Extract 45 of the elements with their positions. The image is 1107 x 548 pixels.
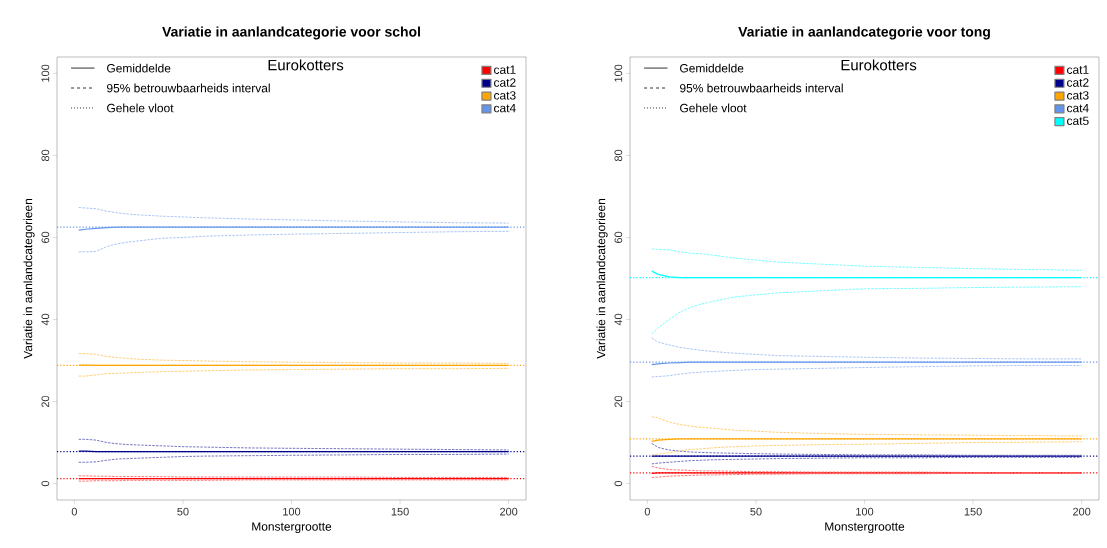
legend-label: cat2 (494, 78, 516, 87)
y-tick-label: 100 (614, 64, 623, 82)
legend-label: cat3 (1067, 91, 1089, 100)
y-tick-label: 60 (41, 231, 50, 244)
annotation: Gehele vloot (680, 103, 747, 113)
chart-title: Variatie in aanlandcategorie voor schol (162, 26, 420, 40)
y-tick-label: 0 (41, 480, 50, 487)
x-tick-label: 0 (71, 507, 77, 516)
legend-label: cat1 (494, 65, 516, 74)
legend-label: cat1 (1067, 65, 1089, 74)
legend-label: cat5 (1067, 116, 1089, 125)
y-tick-label: 80 (614, 149, 623, 162)
x-tick-label: 100 (283, 507, 301, 516)
annotation: Gemiddelde (680, 63, 744, 73)
chart-title: Variatie in aanlandcategorie voor tong (738, 26, 990, 40)
x-tick-label: 200 (500, 507, 518, 516)
y-tick-label: 20 (41, 395, 50, 408)
x-tick-label: 50 (177, 507, 189, 516)
x-tick-label: 200 (1073, 507, 1091, 516)
y-tick-label: 40 (41, 313, 50, 326)
annotation: Gehele vloot (107, 103, 174, 113)
x-tick-label: 150 (964, 507, 982, 516)
y-tick-label: 0 (614, 480, 623, 487)
y-tick-label: 40 (614, 313, 623, 326)
legend-title: Eurokotters (268, 59, 344, 71)
x-axis-title: Monstergrootte (252, 522, 332, 534)
y-tick-label: 60 (614, 231, 623, 244)
legend-label: cat2 (1067, 78, 1089, 87)
annotation: 95% betrouwbaarheids interval (680, 83, 843, 93)
legend-label: cat3 (494, 91, 516, 100)
x-tick-label: 50 (750, 507, 762, 516)
y-axis-title: Variatie in aanlandcategorieen (596, 199, 608, 359)
x-tick-label: 150 (391, 507, 409, 516)
legend-label: cat4 (494, 103, 516, 113)
y-tick-label: 20 (614, 395, 623, 408)
legend-label: cat4 (1067, 103, 1089, 113)
annotation: 95% betrouwbaarheids interval (107, 83, 270, 93)
x-tick-label: 0 (644, 507, 650, 516)
annotation: Gemiddelde (107, 63, 171, 73)
x-axis-title: Monstergrootte (825, 522, 905, 534)
legend-title: Eurokotters (841, 59, 917, 71)
x-tick-label: 100 (856, 507, 874, 516)
y-tick-label: 100 (41, 64, 50, 82)
y-tick-label: 80 (41, 149, 50, 162)
y-axis-title: Variatie in aanlandcategorieen (23, 199, 35, 359)
